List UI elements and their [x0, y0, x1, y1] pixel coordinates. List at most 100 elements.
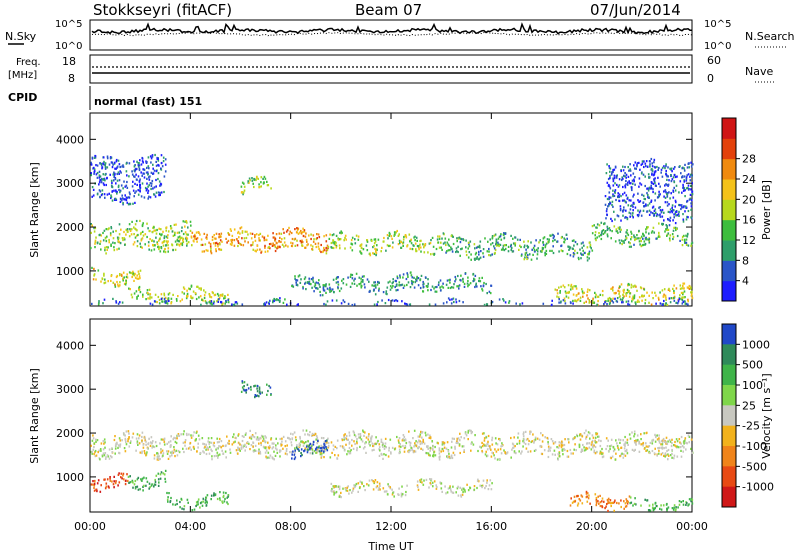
- data-cell: [387, 298, 390, 302]
- data-cell: [585, 435, 588, 438]
- data-cell: [148, 487, 150, 490]
- data-cell: [174, 248, 177, 251]
- data-cell: [586, 442, 588, 445]
- data-cell: [228, 439, 230, 442]
- data-cell: [230, 229, 232, 232]
- data-cell: [671, 438, 673, 441]
- data-cell: [95, 438, 97, 441]
- data-cell: [247, 387, 250, 390]
- data-cell: [463, 488, 465, 491]
- data-cell: [305, 448, 308, 451]
- data-cell: [554, 441, 557, 444]
- colorbar-segment: [722, 158, 736, 180]
- data-cell: [114, 167, 116, 170]
- data-cell: [271, 456, 274, 459]
- time-tick-label: 00:00: [74, 520, 106, 533]
- data-cell: [155, 474, 158, 477]
- data-cell: [295, 439, 297, 442]
- data-cell: [163, 235, 166, 238]
- data-cell: [374, 240, 377, 243]
- data-cell: [593, 451, 595, 454]
- data-cell: [635, 442, 637, 445]
- data-cell: [136, 296, 138, 299]
- data-cell: [682, 300, 685, 303]
- data-cell: [154, 483, 157, 486]
- data-cell: [368, 280, 370, 283]
- data-cell: [101, 278, 104, 281]
- data-cell: [244, 433, 247, 436]
- data-cell: [173, 233, 176, 237]
- data-cell: [215, 454, 218, 457]
- data-cell: [657, 235, 660, 238]
- data-cell: [125, 162, 128, 165]
- data-cell: [547, 440, 549, 444]
- data-cell: [651, 162, 653, 165]
- data-cell: [186, 292, 189, 295]
- data-cell: [332, 448, 335, 451]
- data-cell: [125, 228, 128, 231]
- data-cell: [260, 176, 263, 179]
- data-cell: [418, 248, 420, 251]
- data-cell: [340, 232, 342, 235]
- data-cell: [294, 277, 296, 280]
- data-cell: [522, 431, 525, 434]
- data-cell: [345, 238, 347, 241]
- data-cell: [577, 256, 580, 259]
- data-cell: [467, 431, 469, 434]
- data-cell: [210, 498, 212, 501]
- data-cell: [278, 240, 280, 243]
- data-cell: [323, 284, 325, 287]
- data-cell: [687, 298, 689, 301]
- data-cell: [119, 170, 121, 173]
- data-cell: [397, 234, 400, 237]
- data-cell: [331, 288, 334, 291]
- data-cell: [508, 301, 510, 304]
- data-cell: [593, 449, 596, 452]
- data-cell: [659, 209, 662, 212]
- data-cell: [316, 233, 318, 236]
- data-cell: [95, 173, 98, 176]
- data-cell: [395, 284, 398, 287]
- data-cell: [609, 301, 611, 305]
- data-cell: [364, 489, 366, 492]
- data-cell: [524, 442, 527, 446]
- data-cell: [216, 497, 219, 501]
- data-cell: [622, 456, 625, 459]
- data-cell: [457, 437, 460, 440]
- data-cell: [167, 234, 169, 237]
- data-cell: [186, 237, 189, 240]
- colorbar-segment: [722, 405, 736, 427]
- data-cell: [174, 455, 176, 458]
- data-cell: [690, 242, 693, 245]
- data-cell: [231, 234, 234, 237]
- data-cell: [147, 292, 149, 295]
- data-cell: [146, 480, 149, 483]
- data-cell: [304, 246, 307, 249]
- data-cell: [251, 179, 254, 182]
- data-cell: [119, 439, 122, 442]
- data-cell: [142, 443, 145, 446]
- data-cell: [658, 231, 660, 234]
- data-cell: [276, 298, 279, 301]
- data-cell: [327, 445, 330, 448]
- data-cell: [243, 389, 246, 392]
- data-cell: [242, 193, 244, 196]
- data-cell: [458, 299, 461, 303]
- data-cell: [293, 431, 296, 434]
- data-cell: [651, 169, 654, 172]
- data-cell: [191, 296, 194, 299]
- data-cell: [132, 180, 134, 183]
- data-cell: [484, 237, 486, 240]
- data-cell: [289, 230, 291, 233]
- data-cell: [655, 237, 657, 240]
- data-cell: [382, 457, 384, 460]
- data-cell: [111, 447, 113, 450]
- data-cell: [166, 442, 168, 445]
- data-cell: [353, 433, 356, 437]
- data-cell: [241, 230, 244, 233]
- data-cell: [448, 455, 451, 458]
- data-cell: [628, 303, 631, 306]
- data-cell: [144, 452, 146, 455]
- data-cell: [130, 440, 132, 443]
- data-cell: [149, 155, 152, 158]
